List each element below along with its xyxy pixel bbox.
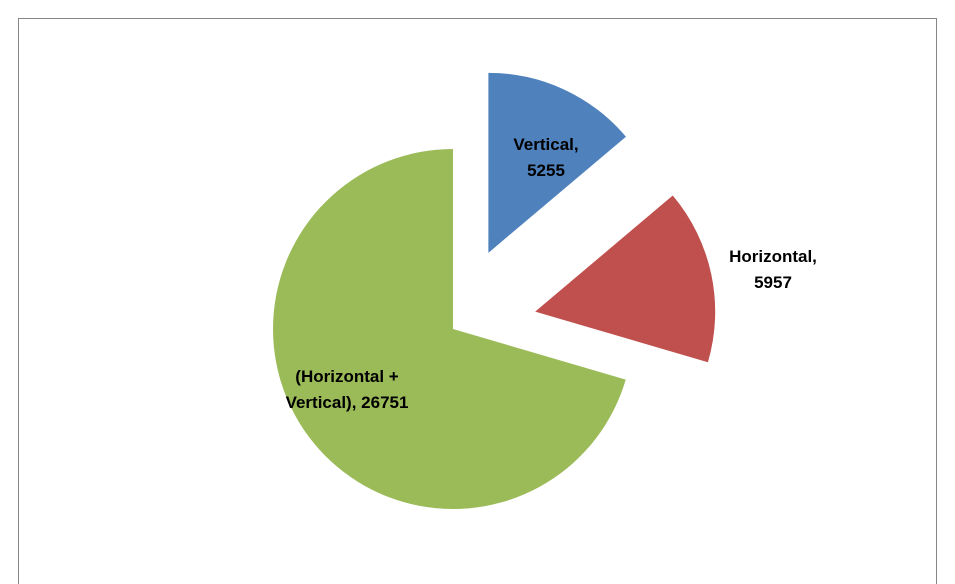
pie-slice [273, 149, 626, 509]
pie-slice [535, 195, 716, 363]
data-label: Horizontal, 5957 [729, 247, 817, 292]
data-label: Vertical, 5255 [513, 135, 579, 180]
data-label: (Horizontal + Vertical), 26751 [285, 367, 409, 412]
pie-slice [488, 72, 626, 253]
